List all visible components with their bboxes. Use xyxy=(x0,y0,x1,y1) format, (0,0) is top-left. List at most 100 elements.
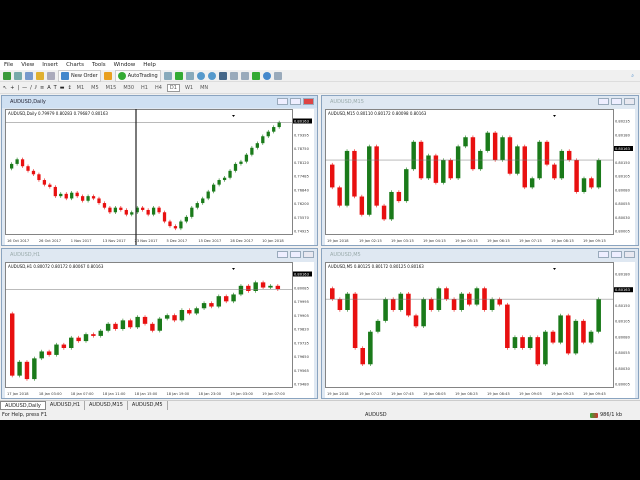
menu-window[interactable]: Window xyxy=(113,62,136,68)
current-price-marker xyxy=(614,146,633,151)
navigator-icon[interactable] xyxy=(36,71,44,80)
candlestick-icon[interactable] xyxy=(174,71,183,80)
menu-view[interactable]: View xyxy=(21,62,35,68)
chart-window-h1[interactable]: AUDUSD,H1 AUDUSD,H1 0.80072 0.80172 0.80… xyxy=(1,248,318,399)
market-watch-icon[interactable] xyxy=(25,71,33,80)
candle xyxy=(441,158,446,185)
maximize-button[interactable] xyxy=(290,98,301,105)
chart-shift-icon[interactable] xyxy=(240,71,249,80)
time-label: 19 Jan 08:05 xyxy=(423,392,446,396)
maximize-button[interactable] xyxy=(611,251,622,258)
time-label: 28 Dec 2017 xyxy=(230,239,253,243)
zoom-in-icon[interactable] xyxy=(196,71,205,80)
candle xyxy=(86,194,90,203)
maximize-button[interactable] xyxy=(290,251,301,258)
candle xyxy=(150,322,155,333)
cursor-icon[interactable]: ↖ xyxy=(3,84,8,91)
chart-shift-marker[interactable] xyxy=(553,115,556,117)
chart-shift-marker[interactable] xyxy=(232,268,235,270)
candle xyxy=(558,313,563,345)
timeframe-w1[interactable]: W1 xyxy=(184,84,194,91)
chart-canvas-m5[interactable]: AUDUSD,M5 0.80125 0.80172 0.80125 0.8016… xyxy=(325,262,635,398)
chart-header: AUDUSD,M5 0.80125 0.80172 0.80125 0.8016… xyxy=(328,264,424,269)
metaeditor-icon[interactable] xyxy=(103,71,112,80)
line-chart-icon[interactable] xyxy=(185,71,194,80)
candle xyxy=(135,315,140,329)
timeframe-m5[interactable]: M5 xyxy=(91,84,99,91)
time-label: 19 Jan 2018 xyxy=(327,392,349,396)
close-button[interactable] xyxy=(624,251,635,258)
timeframe-m15[interactable]: M15 xyxy=(105,84,117,91)
tab-audusd-m5[interactable]: AUDUSD,M5 xyxy=(128,401,168,410)
candle xyxy=(59,192,63,198)
profiles-icon[interactable] xyxy=(14,71,22,80)
autotrading-label: AutoTrading xyxy=(127,72,158,79)
text-label-icon[interactable]: T xyxy=(53,84,57,91)
tab-audusd-daily[interactable]: AUDUSD,Daily xyxy=(0,401,46,410)
arrows-icon[interactable]: ↕ xyxy=(67,84,72,91)
chart-canvas-h1[interactable]: AUDUSD,H1 0.80072 0.80172 0.80067 0.8016… xyxy=(5,262,314,398)
maximize-button[interactable] xyxy=(611,98,622,105)
close-button[interactable] xyxy=(303,98,314,105)
minimize-button[interactable] xyxy=(277,251,288,258)
text-icon[interactable]: A xyxy=(47,84,51,91)
autoscroll-icon[interactable] xyxy=(229,71,238,80)
minimize-button[interactable] xyxy=(598,251,609,258)
autotrading-button[interactable]: AutoTrading xyxy=(114,69,161,82)
candle xyxy=(64,192,68,201)
price-label: 0.79905 xyxy=(294,314,309,318)
chart-canvas-m15[interactable]: AUDUSD,M15 0.80110 0.80172 0.80098 0.801… xyxy=(325,109,635,245)
timeframe-m30[interactable]: M30 xyxy=(123,84,135,91)
zoom-out-icon[interactable] xyxy=(207,71,216,80)
periods-icon[interactable] xyxy=(262,71,271,80)
tab-audusd-h1[interactable]: AUDUSD,H1 xyxy=(46,401,86,410)
fibonacci-icon[interactable]: ≡ xyxy=(40,84,45,91)
price-label: 0.79995 xyxy=(294,300,309,304)
channel-icon[interactable]: ⫽ xyxy=(34,84,38,91)
timeframe-m1[interactable]: M1 xyxy=(76,84,85,91)
candle xyxy=(413,313,419,328)
trendline-icon[interactable]: / xyxy=(30,84,32,91)
candle xyxy=(83,332,89,343)
chart-canvas-daily[interactable]: AUDUSD,Daily 0.79979 0.80283 0.79687 0.8… xyxy=(5,109,314,245)
horizontal-line-icon[interactable]: — xyxy=(22,84,28,91)
crosshair-icon[interactable]: + xyxy=(10,84,15,91)
price-label: 0.80163 xyxy=(615,147,630,151)
minimize-button[interactable] xyxy=(277,98,288,105)
search-icon[interactable]: ⌕ xyxy=(631,72,634,79)
templates-icon[interactable] xyxy=(273,71,282,80)
timeframe-d1[interactable]: D1 xyxy=(166,83,180,92)
candle xyxy=(233,162,238,173)
menu-help[interactable]: Help xyxy=(143,62,156,68)
close-button[interactable] xyxy=(624,98,635,105)
timeframe-h4[interactable]: H4 xyxy=(154,84,162,91)
candle xyxy=(157,205,161,214)
menu-file[interactable]: File xyxy=(4,62,14,68)
minimize-button[interactable] xyxy=(598,98,609,105)
menu-tools[interactable]: Tools xyxy=(92,62,106,68)
terminal-icon[interactable] xyxy=(47,71,55,80)
candle xyxy=(404,167,409,203)
candle xyxy=(359,194,365,217)
candle xyxy=(520,335,525,350)
bar-chart-icon[interactable] xyxy=(163,71,172,80)
close-button[interactable] xyxy=(303,251,314,258)
menu-charts[interactable]: Charts xyxy=(66,62,85,68)
candle xyxy=(239,159,243,166)
chart-window-m5[interactable]: AUDUSD,M5 AUDUSD,M5 0.80125 0.80172 0.80… xyxy=(321,248,639,399)
menu-insert[interactable]: Insert xyxy=(42,62,59,68)
label-icon[interactable]: ▬ xyxy=(59,84,65,91)
chart-shift-marker[interactable] xyxy=(232,115,235,117)
tab-audusd-m15[interactable]: AUDUSD,M15 xyxy=(85,401,128,410)
timeframe-mn[interactable]: MN xyxy=(200,84,209,91)
chart-window-daily[interactable]: AUDUSD,Daily AUDUSD,Daily 0.79979 0.8028… xyxy=(1,95,318,246)
vertical-line-icon[interactable]: | xyxy=(17,84,20,91)
timeframe-h1[interactable]: H1 xyxy=(141,84,148,91)
tile-windows-icon[interactable] xyxy=(218,71,227,80)
new-order-button[interactable]: New Order xyxy=(58,69,101,82)
chart-window-m15[interactable]: AUDUSD,M15 AUDUSD,M15 0.80110 0.80172 0.… xyxy=(321,95,639,246)
indicators-icon[interactable] xyxy=(251,71,260,80)
new-chart-icon[interactable] xyxy=(3,71,11,80)
candle xyxy=(535,335,541,366)
chart-shift-marker[interactable] xyxy=(553,268,556,270)
